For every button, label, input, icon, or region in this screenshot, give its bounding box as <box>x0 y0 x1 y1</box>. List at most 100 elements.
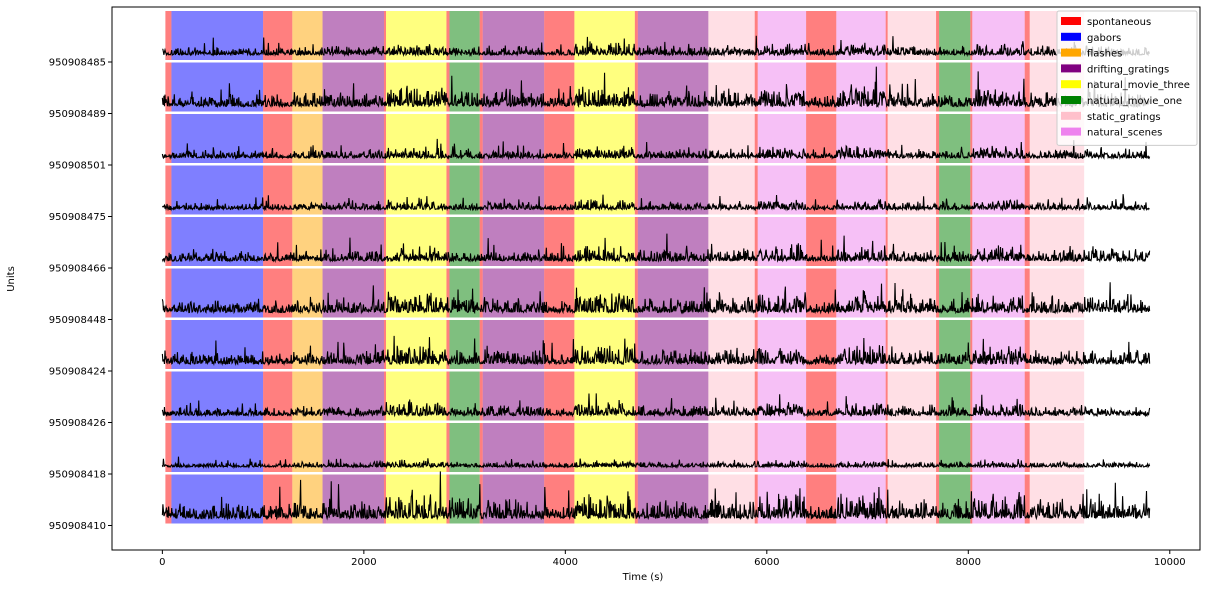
y-tick-label: 950908426 <box>49 418 106 429</box>
y-tick-label: 950908485 <box>49 58 106 69</box>
epoch-spontaneous <box>936 114 940 163</box>
epoch-spontaneous <box>384 268 387 318</box>
epoch-spontaneous <box>634 11 638 60</box>
epoch-spontaneous <box>754 423 758 472</box>
x-tick-label: 0 <box>159 557 165 568</box>
epoch-gabors <box>171 423 264 472</box>
x-tick-label: 2000 <box>351 557 376 568</box>
epoch-spontaneous <box>970 11 973 60</box>
legend-label-drifting_gratings: drifting_gratings <box>1087 64 1169 75</box>
epoch-spontaneous <box>970 165 973 215</box>
epoch-spontaneous <box>970 320 973 369</box>
epoch-spontaneous <box>479 11 483 60</box>
epoch-spontaneous <box>754 11 758 60</box>
epoch-spontaneous <box>384 371 387 421</box>
legend-label-flashes: flashes <box>1087 49 1122 60</box>
epoch-static_gratings <box>708 423 755 472</box>
epoch-spontaneous <box>885 371 888 421</box>
epoch-spontaneous <box>1024 320 1030 369</box>
unit-trace-950908418 <box>161 456 1151 470</box>
epoch-spontaneous <box>754 320 758 369</box>
epoch-spontaneous <box>936 217 940 266</box>
y-tick-label: 950908489 <box>49 109 106 120</box>
epoch-spontaneous <box>885 423 888 472</box>
epoch-spontaneous <box>384 165 387 215</box>
legend-label-spontaneous: spontaneous <box>1087 17 1151 28</box>
epoch-spontaneous <box>1024 11 1030 60</box>
epoch-spontaneous <box>754 62 758 112</box>
epoch-spontaneous <box>165 474 172 524</box>
unit-trace-950908466 <box>161 233 1151 264</box>
y-tick-label: 950908410 <box>49 521 106 532</box>
epoch-spontaneous <box>446 474 450 524</box>
epoch-spontaneous <box>754 474 758 524</box>
legend-label-natural_scenes: natural_scenes <box>1087 128 1162 139</box>
epoch-spontaneous <box>263 423 293 472</box>
y-tick-label: 950908466 <box>49 264 106 275</box>
epoch-spontaneous <box>479 423 483 472</box>
epoch-spontaneous <box>479 320 483 369</box>
epoch-spontaneous <box>446 165 450 215</box>
unit-trace-950908448 <box>161 282 1151 315</box>
epoch-spontaneous <box>754 165 758 215</box>
stimulus-epoch-layer <box>165 11 1085 524</box>
epoch-spontaneous <box>446 114 450 163</box>
epoch-spontaneous <box>885 320 888 369</box>
legend-swatch-spontaneous <box>1061 17 1081 25</box>
legend-swatch-drifting_gratings <box>1061 64 1081 73</box>
epoch-spontaneous <box>165 11 172 60</box>
legend-label-natural_movie_three: natural_movie_three <box>1087 80 1190 91</box>
epoch-spontaneous <box>1024 474 1030 524</box>
epoch-spontaneous <box>970 62 973 112</box>
unit-trace-layer <box>161 35 1151 521</box>
legend-label-natural_movie_one: natural_movie_one <box>1087 96 1182 107</box>
epoch-spontaneous <box>970 268 973 318</box>
x-axis: 0 2000 4000 6000 8000 10000 <box>159 550 1186 568</box>
epoch-spontaneous <box>885 11 888 60</box>
epoch-spontaneous <box>384 474 387 524</box>
epoch-spontaneous <box>165 217 172 266</box>
legend: spontaneous gabors flashes drifting_grating… <box>1056 10 1198 146</box>
unit-trace-950908485 <box>162 35 1151 58</box>
epoch-spontaneous <box>446 62 450 112</box>
epoch-spontaneous <box>165 423 172 472</box>
epoch-spontaneous <box>479 371 483 421</box>
plot-frame <box>111 6 1201 551</box>
legend-label-gabors: gabors <box>1087 33 1121 44</box>
epoch-spontaneous <box>446 320 450 369</box>
epoch-spontaneous <box>446 371 450 421</box>
legend-swatch-flashes <box>1061 48 1081 57</box>
epoch-spontaneous <box>384 217 387 266</box>
x-axis-label: Time (s) <box>622 572 664 583</box>
y-axis: 950908485 950908489 950908501 950908475 9509… <box>49 58 112 532</box>
legend-swatch-static_gratings <box>1061 111 1081 120</box>
x-tick-label: 6000 <box>754 557 779 568</box>
epoch-spontaneous <box>384 114 387 163</box>
epoch-spontaneous <box>1024 165 1030 215</box>
epoch-spontaneous <box>634 474 638 524</box>
epoch-spontaneous <box>936 371 940 421</box>
epoch-spontaneous <box>634 320 638 369</box>
epoch-spontaneous <box>936 11 940 60</box>
epoch-spontaneous <box>634 423 638 472</box>
epoch-spontaneous <box>1024 114 1030 163</box>
legend-swatch-natural_movie_three <box>1061 80 1081 89</box>
epoch-spontaneous <box>936 62 940 112</box>
epoch-spontaneous <box>165 371 172 421</box>
epoch-spontaneous <box>1024 62 1030 112</box>
legend-swatch-natural_movie_one <box>1061 96 1081 104</box>
epoch-spontaneous <box>479 62 483 112</box>
unit-trace-950908424 <box>161 335 1151 367</box>
epoch-spontaneous <box>384 62 387 112</box>
epoch-spontaneous <box>806 371 837 421</box>
epoch-spontaneous <box>634 268 638 318</box>
unit-trace-950908489 <box>161 66 1150 109</box>
epoch-spontaneous <box>936 320 940 369</box>
epoch-natural_scenes <box>836 423 886 472</box>
epoch-spontaneous <box>970 114 973 163</box>
y-tick-label: 950908424 <box>49 367 106 378</box>
epoch-spontaneous <box>446 11 450 60</box>
epoch-spontaneous <box>446 423 450 472</box>
